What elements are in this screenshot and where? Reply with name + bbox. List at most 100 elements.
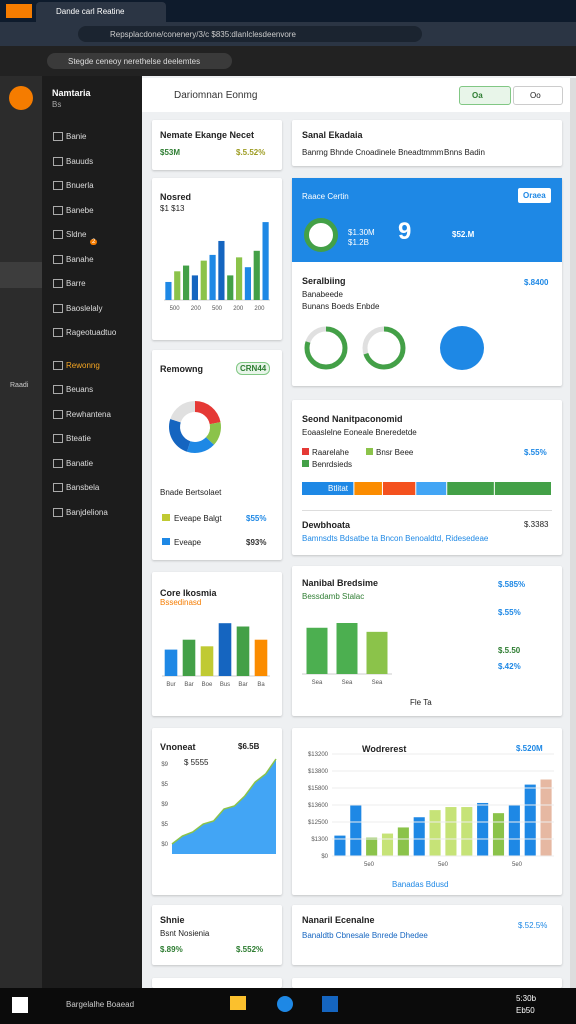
button[interactable]: Oraea	[518, 188, 551, 203]
nav-item[interactable]: Banatie	[66, 458, 94, 468]
nav-item[interactable]: Barre	[66, 279, 86, 288]
card-text: Banaldtb Cbnesale Bnrede Dhedee	[302, 931, 428, 940]
nav-item[interactable]: Bnuerla	[66, 181, 94, 190]
nav-item[interactable]: Bauuds	[66, 156, 94, 166]
card-title: Remowng	[160, 364, 204, 374]
bar	[209, 254, 216, 300]
legend-label: Benrdsieds	[312, 460, 353, 469]
nav-item[interactable]: Rewonng	[66, 360, 100, 370]
app-icon[interactable]	[230, 996, 246, 1010]
area	[172, 759, 276, 854]
card-title: Wodrerest	[362, 744, 407, 754]
nav-item[interactable]: Banahe	[66, 254, 94, 264]
bar	[429, 810, 441, 856]
stat-value: $.55%	[498, 608, 521, 617]
donut-segment	[169, 418, 191, 452]
stat-value: $.5.50	[498, 646, 521, 655]
nav-item[interactable]: Rewhantena	[66, 409, 111, 419]
nav-item[interactable]: Bansbela	[66, 483, 100, 492]
nav-item[interactable]: Bteatie	[66, 434, 91, 443]
search-field[interactable]	[47, 53, 232, 69]
card: Seond Nanitpaconomid Eoaaslelne Eoneale …	[292, 400, 562, 555]
ring	[304, 326, 348, 370]
bar-chart: 500 200 500 200 200	[164, 222, 270, 312]
tab[interactable]	[36, 2, 166, 22]
icon-rail	[0, 76, 42, 988]
card: Nosred $1 $13 500 200 500 200 200	[152, 178, 282, 340]
nav-icon	[53, 483, 63, 492]
bar-label: Btlitat	[328, 484, 349, 493]
card-title: Core Ikosmia	[160, 588, 217, 598]
nav-item[interactable]: Banie	[66, 132, 87, 141]
nav-item[interactable]: Rageotuadtuo	[66, 328, 117, 337]
nav-icon	[53, 507, 63, 517]
bar	[227, 275, 234, 300]
y-tick-label: $13200	[308, 752, 329, 758]
bar-segment	[447, 482, 494, 495]
link[interactable]: Bamnsdts Bdsatbe ta Bncon Benoaldtd, Rid…	[302, 534, 489, 543]
app-icon[interactable]	[277, 996, 293, 1012]
bar	[524, 784, 536, 856]
card-title: Seralbiing	[302, 276, 346, 286]
card-title: Nanaril Ecenalne	[302, 915, 375, 925]
x-tick-label: 5e0	[364, 862, 375, 868]
nav-item[interactable]: Sldne	[66, 230, 87, 239]
y-tick-label: $5	[161, 782, 168, 788]
bar	[413, 817, 425, 856]
bar	[164, 649, 178, 676]
bar-segment	[416, 482, 447, 495]
start-button[interactable]	[12, 997, 28, 1013]
donut-segment	[195, 401, 221, 425]
icon	[304, 218, 338, 252]
legend-swatch	[162, 538, 170, 545]
bar	[235, 257, 243, 300]
bar	[254, 639, 268, 676]
bar	[540, 779, 552, 856]
y-tick-label: $9	[161, 802, 168, 808]
digit: 9	[398, 218, 412, 245]
card: Shnie Bsnt Nosienia $.89% $.552%	[152, 905, 282, 965]
amount: $52.M	[452, 230, 475, 239]
search-text: Stegde ceneoy nerethelse deelemtes	[68, 57, 201, 66]
x-tick-label: 200	[254, 306, 265, 312]
url-field[interactable]	[78, 26, 422, 42]
nav-item[interactable]: Banebe	[66, 205, 94, 215]
stat-value: $.520M	[516, 744, 543, 753]
button[interactable]	[459, 86, 511, 105]
app-icon[interactable]	[322, 996, 338, 1012]
nav-icon	[53, 254, 63, 264]
card-title: Sanal Ekadaia	[302, 130, 363, 140]
bar	[236, 626, 250, 676]
taskbar-search[interactable]: Bargelalhe Boaead	[66, 1000, 135, 1009]
bar	[381, 833, 394, 856]
card: Sanal Ekadaia Banrng Bhnde Cnoadinele Bn…	[292, 120, 562, 166]
stat-value: $.42%	[498, 662, 521, 671]
nav-icon	[53, 458, 63, 468]
nav-icon	[53, 156, 63, 166]
donut-segment	[186, 437, 214, 453]
bar	[200, 260, 207, 300]
nav-item[interactable]: Beuans	[66, 385, 94, 394]
x-tick-label: Boe	[202, 682, 213, 688]
x-tick-label: Sea	[372, 680, 383, 686]
bar-chart: 5e0 5e0 5e0 $13200 $13800 $15800 $13600 $12500 $…	[308, 752, 554, 868]
card-subtitle: Bssedinasd	[160, 598, 202, 607]
nav-icon	[53, 409, 63, 419]
bar	[445, 807, 457, 856]
card: Vnoneat $6.5B $ 5555 $9 $5 $9 $5 $0 $5.5%	[152, 728, 282, 895]
stat-value: $6.5B	[238, 742, 260, 751]
divider	[302, 510, 552, 511]
legend-swatch	[302, 448, 309, 455]
card: Raace Certin Oraea $1.30M $1.2B 9 $52.M …	[292, 178, 562, 386]
nav-item[interactable]: Banjdeliona	[66, 507, 108, 517]
nav-item[interactable]: Baoslelaly	[66, 303, 103, 313]
bar	[253, 250, 260, 300]
bar	[182, 265, 190, 300]
card	[292, 978, 562, 988]
legend-swatch	[302, 460, 309, 467]
y-tick-label: $0	[161, 842, 168, 848]
button[interactable]	[513, 86, 563, 105]
legend-value: $93%	[246, 538, 267, 547]
